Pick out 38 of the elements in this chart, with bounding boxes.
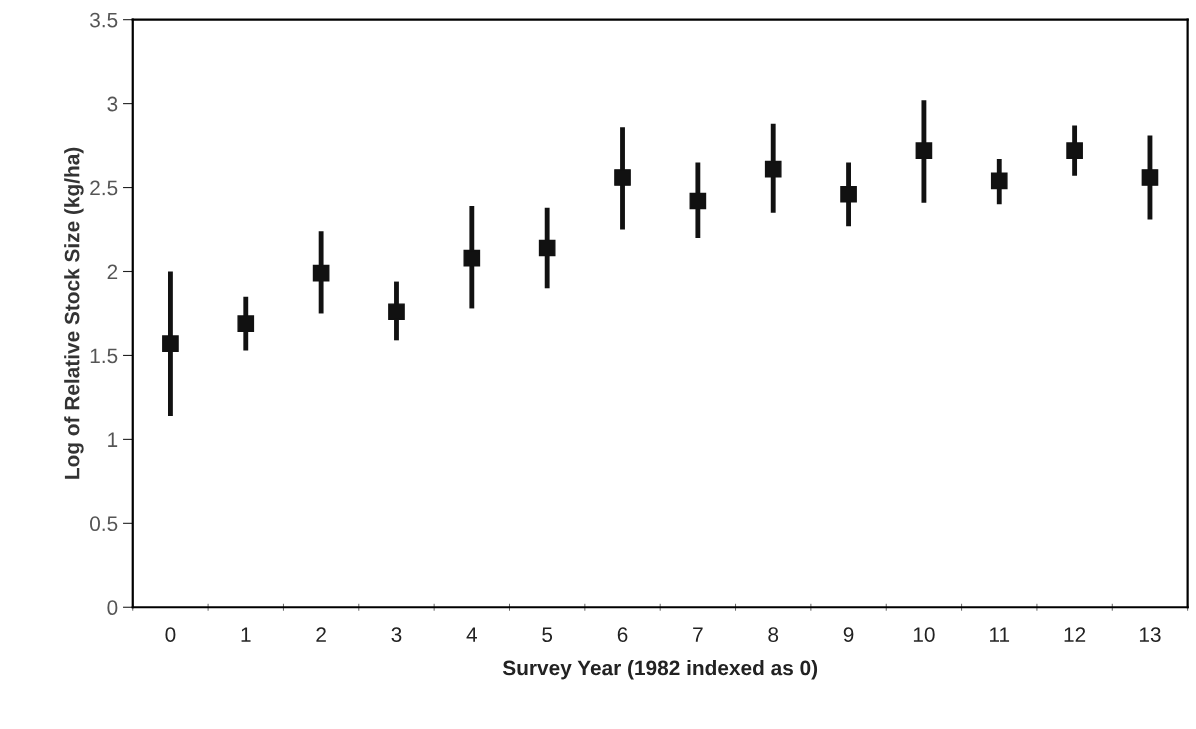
x-tick-label: 12 <box>1064 627 1086 642</box>
x-tick-label: 3 <box>391 627 402 642</box>
point <box>237 315 255 332</box>
point <box>764 160 782 178</box>
y-tick-label: 0.5 <box>90 516 118 532</box>
x-tick-label: 5 <box>542 627 553 642</box>
y-tick-label: 2 <box>107 264 118 280</box>
y-tick-label: 3.5 <box>90 12 118 28</box>
point <box>990 172 1008 190</box>
point <box>1066 142 1083 159</box>
y-tick-label: 0 <box>107 600 118 616</box>
x-tick-label: 6 <box>617 627 628 642</box>
x-axis-title: Survey Year (1982 indexed as 0) <box>502 660 818 680</box>
y-tick-label: 2.5 <box>90 180 118 196</box>
point <box>614 169 631 186</box>
point <box>538 239 556 257</box>
x-tick-label: 4 <box>466 627 478 642</box>
x-tick-label: 13 <box>1139 627 1161 642</box>
point <box>1141 169 1159 186</box>
point <box>915 142 933 159</box>
point <box>840 185 857 203</box>
point <box>388 303 405 321</box>
x-tick-label: 2 <box>316 627 326 642</box>
x-tick-label: 11 <box>990 627 1010 642</box>
y-axis-title: Log of Relative Stock Size (kg/ha) <box>64 147 84 479</box>
y-tick-label: 1 <box>108 432 118 447</box>
point <box>312 264 330 282</box>
y-tick-label: 3 <box>107 96 118 112</box>
point <box>463 249 481 267</box>
x-tick-label: 7 <box>693 627 703 642</box>
y-tick-label: 1.5 <box>90 348 118 364</box>
x-tick-label: 8 <box>768 627 779 642</box>
point <box>162 335 179 353</box>
x-tick-label: 0 <box>165 627 176 642</box>
x-tick-label: 9 <box>843 627 854 642</box>
x-tick-label: 10 <box>913 627 935 642</box>
point <box>689 192 707 210</box>
x-tick-label: 1 <box>241 627 251 642</box>
